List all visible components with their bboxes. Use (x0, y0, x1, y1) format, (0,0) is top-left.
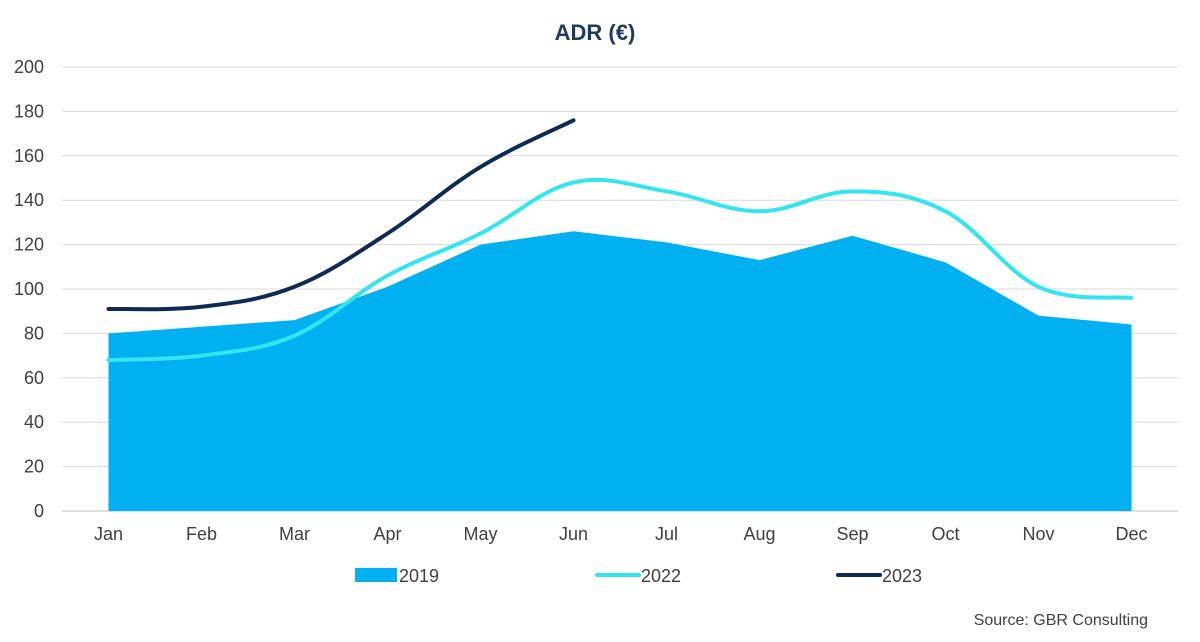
x-tick-label: Mar (279, 524, 310, 544)
y-tick-label: 140 (14, 190, 44, 210)
legend-label-2022: 2022 (641, 566, 681, 586)
line-series-layer (106, 118, 1134, 363)
x-tick-label: Apr (373, 524, 401, 544)
x-tick-label: Aug (743, 524, 775, 544)
x-tick-label: May (463, 524, 497, 544)
y-tick-label: 120 (14, 235, 44, 255)
x-tick-label: Nov (1022, 524, 1054, 544)
legend-swatch-2019 (355, 568, 397, 582)
source-note: Source: GBR Consulting (974, 612, 1148, 629)
y-tick-label: 100 (14, 279, 44, 299)
x-tick-label: Jul (655, 524, 678, 544)
area-series-layer (108, 231, 1132, 511)
chart-title: ADR (€) (555, 20, 636, 45)
line-series-2023 (106, 118, 576, 312)
x-tick-label: Feb (186, 524, 217, 544)
x-tick-label: Dec (1115, 524, 1147, 544)
y-tick-label: 180 (14, 101, 44, 121)
y-tick-label: 0 (34, 501, 44, 521)
y-tick-label: 80 (24, 323, 44, 343)
area-series-2019 (108, 231, 1132, 511)
y-axis-tick-labels: 0 20 40 60 80 100 120 140 160 180 200 (14, 57, 44, 521)
legend: 2019 2022 2023 (355, 566, 922, 586)
y-tick-label: 160 (14, 146, 44, 166)
y-tick-label: 200 (14, 57, 44, 77)
line-series-2022 (106, 177, 1134, 363)
legend-label-2023: 2023 (882, 566, 922, 586)
legend-label-2019: 2019 (399, 566, 439, 586)
x-tick-label: Jun (559, 524, 588, 544)
x-tick-label: Oct (931, 524, 959, 544)
y-tick-label: 60 (24, 368, 44, 388)
y-tick-label: 40 (24, 412, 44, 432)
x-tick-label: Sep (836, 524, 868, 544)
x-axis-tick-labels: Jan Feb Mar Apr May Jun Jul Aug Sep Oct Nov Dec (94, 524, 1148, 544)
x-tick-label: Jan (94, 524, 123, 544)
y-tick-label: 20 (24, 457, 44, 477)
